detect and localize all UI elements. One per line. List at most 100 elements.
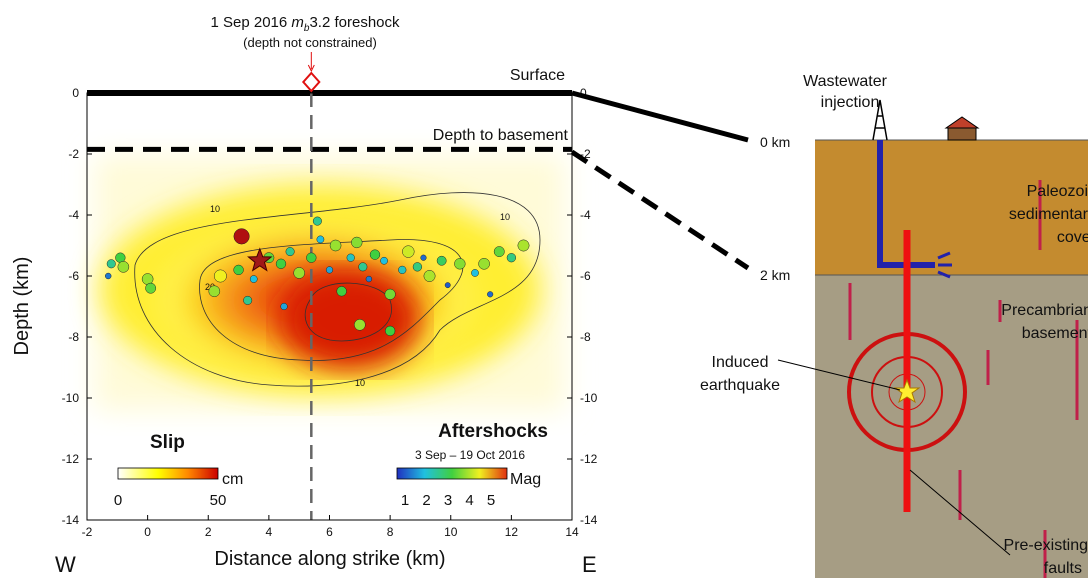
y2-tick-label: 0 — [580, 86, 587, 100]
slip-legend-title: Slip — [150, 432, 185, 453]
plot-frame — [86, 92, 573, 521]
y2-tick-label: -14 — [580, 513, 598, 527]
x-tick-label: 8 — [387, 525, 394, 539]
contour-label: 10 — [500, 212, 510, 222]
y-axis-label: Depth (km) — [11, 257, 33, 356]
title-part: 1 Sep 2016 — [210, 14, 291, 31]
aftershock — [398, 265, 407, 275]
contour-label: 10 — [210, 204, 220, 214]
slip-legend-tick: 0 — [114, 492, 122, 509]
aftershock — [213, 269, 227, 283]
aftershock — [444, 282, 451, 289]
title-part: m — [291, 14, 304, 31]
y2-tick-label: -10 — [580, 391, 598, 405]
y-tick-label: -14 — [62, 513, 80, 527]
x-tick-label: 6 — [326, 525, 333, 539]
aftershock — [275, 258, 287, 269]
aftershock — [351, 236, 363, 249]
y-tick-label: -6 — [68, 269, 79, 283]
hypocenter — [247, 247, 273, 272]
aftershock — [493, 246, 505, 258]
aftershock-legend-title: Aftershocks — [438, 421, 548, 442]
y-tick-label: -2 — [68, 147, 79, 161]
y-tick-label: -4 — [68, 208, 79, 222]
aftershock — [454, 258, 466, 270]
contour-label: 10 — [355, 378, 365, 388]
y-tick-label: 0 — [72, 86, 79, 100]
x-tick-label: 12 — [505, 525, 519, 539]
schematic — [570, 90, 1088, 578]
y2-tick-label: -6 — [580, 269, 591, 283]
east-label: E — [582, 552, 597, 577]
aftershock — [354, 319, 366, 331]
aftershock — [329, 239, 342, 252]
injection-label: Wastewater — [803, 73, 888, 90]
faults-label: Pre-existing — [1004, 537, 1088, 554]
aftershock — [325, 266, 334, 274]
aftershock — [420, 254, 427, 261]
aftershock — [233, 228, 250, 245]
x-tick-label: -2 — [82, 525, 93, 539]
mag-legend-tick: 2 — [422, 492, 430, 509]
contour-label: 20 — [205, 282, 215, 292]
mag-unit: Mag — [510, 471, 541, 488]
surface-label: Surface — [510, 67, 565, 84]
aftershock — [506, 253, 517, 263]
aftershock — [312, 216, 322, 226]
aftershock — [487, 291, 494, 298]
quake-label: earthquake — [700, 377, 780, 394]
y2-tick-label: -12 — [580, 452, 598, 466]
y2-tick-label: -8 — [580, 330, 591, 344]
mag-legend-tick: 4 — [465, 492, 473, 509]
sediment-label: sedimentary — [1009, 206, 1088, 223]
x-tick-label: 10 — [444, 525, 458, 539]
basement-label: basement — [1022, 325, 1088, 342]
x-tick-label: 2 — [205, 525, 212, 539]
aftershock — [423, 270, 436, 282]
x-tick-label: 4 — [266, 525, 273, 539]
aftershock — [106, 259, 116, 269]
aftershock — [233, 264, 244, 276]
basement-label: Depth to basement — [433, 127, 569, 144]
y-tick-label: -12 — [62, 452, 80, 466]
foreshock-marker — [301, 71, 321, 93]
west-label: W — [55, 552, 76, 577]
depth-0-label: 0 km — [760, 134, 790, 150]
mag-legend-tick: 3 — [444, 492, 452, 509]
y2-tick-label: -2 — [580, 147, 591, 161]
aftershock — [471, 269, 479, 277]
sediment-label: cover — [1057, 229, 1088, 246]
aftershock — [402, 245, 415, 258]
aftershock — [346, 253, 355, 262]
aftershock — [358, 262, 368, 272]
aftershock — [336, 286, 347, 297]
aftershock — [243, 295, 253, 305]
aftershock — [380, 256, 388, 265]
slip-unit: cm — [222, 471, 243, 488]
y2-tick-label: -4 — [580, 208, 591, 222]
sediment-label: Paleozoic — [1027, 183, 1088, 200]
mag-legend-tick: 5 — [487, 492, 495, 509]
aftershock — [117, 261, 130, 273]
foreshock-arrow — [307, 52, 315, 73]
aftershock — [436, 255, 447, 266]
mag-colorbar — [396, 467, 508, 480]
aftershock — [369, 249, 381, 260]
injection-label: injection — [821, 94, 880, 111]
subtitle: (depth not constrained) — [243, 35, 377, 50]
aftershock — [517, 239, 530, 252]
slip-map — [95, 155, 565, 410]
x-tick-label: 14 — [565, 525, 579, 539]
basement-label: Precambrian — [1001, 302, 1088, 319]
aftershock — [306, 252, 317, 263]
aftershock — [208, 285, 221, 298]
aftershock — [412, 262, 423, 272]
aftershock — [293, 267, 305, 279]
aftershock — [249, 275, 258, 283]
aftershock — [365, 275, 373, 283]
aftershock — [316, 235, 325, 244]
aftershock — [285, 247, 295, 257]
faults-label: faults — [1044, 560, 1082, 577]
x-tick-label: 0 — [144, 525, 151, 539]
